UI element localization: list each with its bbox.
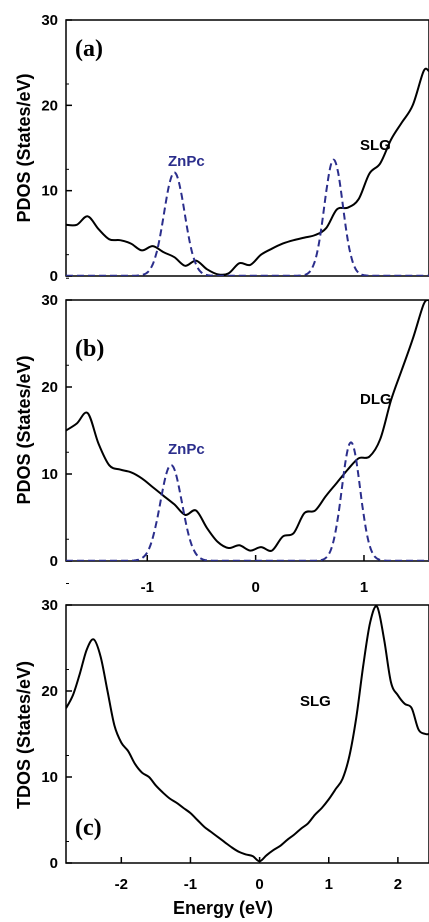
y-tick-label: 20 [41,97,58,114]
x-tick-label: -2 [115,876,128,893]
x-tick-label: 0 [251,579,259,596]
series-annotation: SLG [360,137,391,154]
series-annotation: ZnPc [168,153,205,170]
y-tick-label: 10 [41,769,58,786]
x-tick-label: -1 [184,876,197,893]
plot-frame [65,19,429,277]
series-line-slg [66,67,429,276]
panel-label: (c) [75,815,102,841]
y-tick-label: 20 [41,683,58,700]
y-tick-label: 10 [41,466,58,483]
series-line-znpc [66,441,429,561]
x-tick-label: 0 [255,876,263,893]
series-annotation: ZnPc [168,441,205,458]
series-line-dlg [66,300,429,552]
series-annotation: DLG [360,391,392,408]
y-tick-label: 0 [50,268,58,285]
plot-frame [65,604,429,864]
plot-frame [65,299,429,562]
series-line-slg [66,605,429,863]
y-axis-title: PDOS (States/eV) [14,73,34,222]
panel-label: (b) [75,336,104,362]
y-tick-label: 10 [41,183,58,200]
x-tick-label: 1 [325,876,333,893]
y-tick-label: 30 [41,597,58,614]
x-tick-label: 2 [394,876,402,893]
panel-label: (a) [75,36,103,62]
y-axis-title: TDOS (States/eV) [14,661,34,809]
y-tick-label: 0 [50,855,58,872]
x-tick-label: -1 [141,579,154,596]
y-tick-label: 30 [41,292,58,309]
x-tick-label: 1 [360,579,368,596]
series-annotation: SLG [300,693,331,710]
series-line-znpc [66,158,429,276]
y-axis-title: PDOS (States/eV) [14,355,34,504]
y-tick-label: 0 [50,553,58,570]
y-tick-label: 30 [41,12,58,29]
y-tick-label: 20 [41,379,58,396]
x-axis-title: Energy (eV) [173,898,273,918]
